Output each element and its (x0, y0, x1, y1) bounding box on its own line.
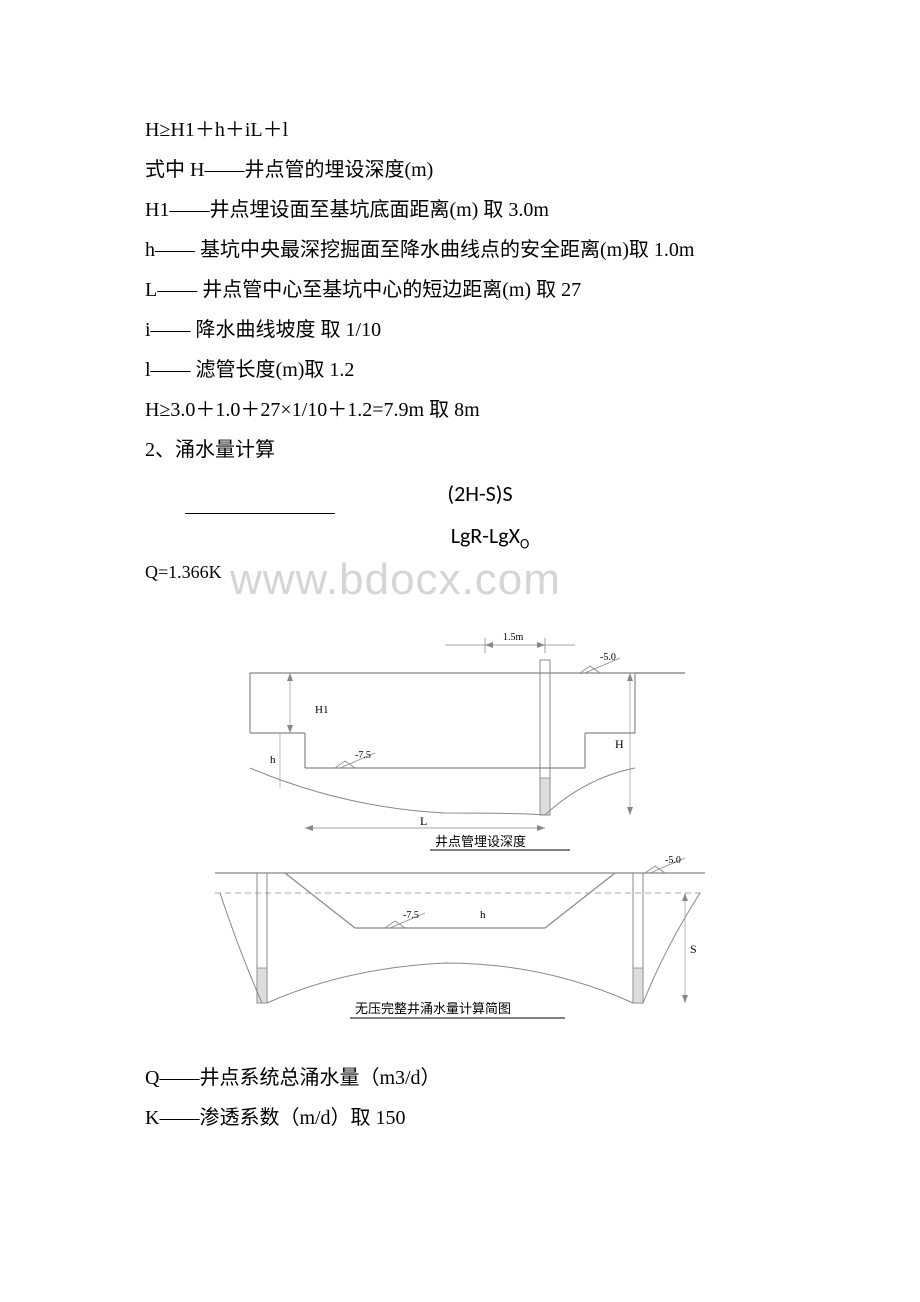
dim-1-5m: 1.5m (503, 632, 524, 643)
def-q: Q——井点系统总涌水量（m3/d） (145, 1058, 775, 1098)
calc-h: H≥3.0＋1.0＋27×1/10＋1.2=7.9m 取 8m (145, 390, 775, 430)
def-h: 式中 H——井点管的埋设深度(m) (145, 150, 775, 190)
section-2: 2、涌水量计算 (145, 430, 775, 470)
formula-h-ineq: H≥H1＋h＋iL＋l (145, 110, 775, 150)
document-body: H≥H1＋h＋iL＋l 式中 H——井点管的埋设深度(m) H1——井点埋设面至… (145, 110, 775, 1138)
lower-diagram: -5.0 -7.5 S h 无压完整井涌水量计算简图 (215, 855, 705, 1018)
label-l-upper: L (420, 814, 427, 828)
formula-numerator: (2H-S)S (185, 480, 775, 510)
label-h-big: H (615, 737, 624, 751)
elev-lower-5: -5.0 (665, 855, 681, 866)
formula-denominator: LgR-LgXO (185, 522, 775, 552)
upper-diagram: 1.5m -5.0 -7.5 H1 h L (250, 632, 685, 850)
def-h1: H1——井点埋设面至基坑底面距离(m) 取 3.0m (145, 190, 775, 230)
title-upper-diagram: 井点管埋设深度 (435, 834, 526, 849)
label-s: S (690, 942, 697, 956)
elev-upper-5: -5.0 (600, 652, 616, 663)
elev-upper-7-5: -7.5 (355, 750, 371, 761)
diagrams-container: 1.5m -5.0 -7.5 H1 h L (145, 618, 775, 1043)
fraction-formula: (2H-S)S LgR-LgXO (185, 480, 775, 552)
elev-lower-7-5: -7.5 (403, 910, 419, 921)
label-h-small: h (480, 909, 486, 921)
denom-main: LgR-LgX (451, 522, 520, 549)
def-l-lower: l—— 滤管长度(m)取 1.2 (145, 350, 775, 390)
label-h1-upper: H1 (315, 704, 328, 716)
def-i: i—— 降水曲线坡度 取 1/10 (145, 310, 775, 350)
def-l-upper: L—— 井点管中心至基坑中心的短边距离(m) 取 27 (145, 270, 775, 310)
def-k: K——渗透系数（m/d）取 150 (145, 1098, 775, 1138)
fraction-line (185, 513, 335, 514)
bottom-definitions: Q——井点系统总涌水量（m3/d） K——渗透系数（m/d）取 150 (145, 1058, 775, 1138)
engineering-diagrams: 1.5m -5.0 -7.5 H1 h L (145, 618, 775, 1038)
title-lower-diagram: 无压完整井涌水量计算简图 (355, 1001, 511, 1016)
q-prefix: Q=1.366K (145, 562, 775, 583)
denom-subscript: O (520, 535, 529, 552)
label-h-lower: h (270, 754, 276, 766)
def-h-lower: h—— 基坑中央最深挖掘面至降水曲线点的安全距离(m)取 1.0m (145, 230, 775, 270)
